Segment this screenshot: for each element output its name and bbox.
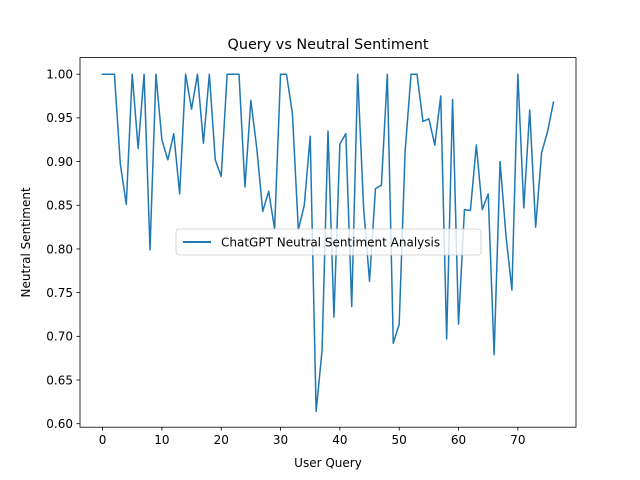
x-tick-label: 30 bbox=[273, 433, 288, 447]
x-tick-label: 10 bbox=[154, 433, 169, 447]
legend-box bbox=[175, 228, 482, 256]
y-axis-ticks: 0.60 0.65 0.70 0.75 0.80 0.85 0.90 0.95 1.00 bbox=[46, 68, 80, 431]
series-line bbox=[101, 73, 555, 413]
x-tick-label: 40 bbox=[332, 433, 347, 447]
y-tick-label: 0.60 bbox=[46, 417, 73, 431]
x-axis-label: User Query bbox=[294, 456, 362, 470]
x-tick-label: 50 bbox=[392, 433, 407, 447]
y-tick-label: 0.70 bbox=[46, 330, 73, 344]
y-tick-label: 0.95 bbox=[46, 111, 73, 125]
y-tick-label: 0.85 bbox=[46, 199, 73, 213]
series-layer bbox=[101, 73, 555, 413]
y-tick-label: 0.90 bbox=[46, 155, 73, 169]
y-tick-label: 1.00 bbox=[46, 68, 73, 82]
y-tick-label: 0.75 bbox=[46, 286, 73, 300]
x-tick-label: 70 bbox=[510, 433, 525, 447]
y-axis-label: Neutral Sentiment bbox=[19, 187, 33, 297]
y-tick-label: 0.65 bbox=[46, 373, 73, 387]
plot-frame bbox=[79, 57, 577, 428]
x-tick-label: 0 bbox=[99, 433, 107, 447]
y-tick-label: 0.80 bbox=[46, 242, 73, 256]
chart-title: Query vs Neutral Sentiment bbox=[228, 37, 429, 53]
x-axis-ticks: 0 10 20 30 40 50 60 70 bbox=[99, 427, 525, 447]
legend: ChatGPT Neutral Sentiment Analysis bbox=[175, 228, 482, 256]
x-tick-label: 60 bbox=[451, 433, 466, 447]
x-tick-label: 20 bbox=[214, 433, 229, 447]
legend-label: ChatGPT Neutral Sentiment Analysis bbox=[221, 236, 440, 250]
